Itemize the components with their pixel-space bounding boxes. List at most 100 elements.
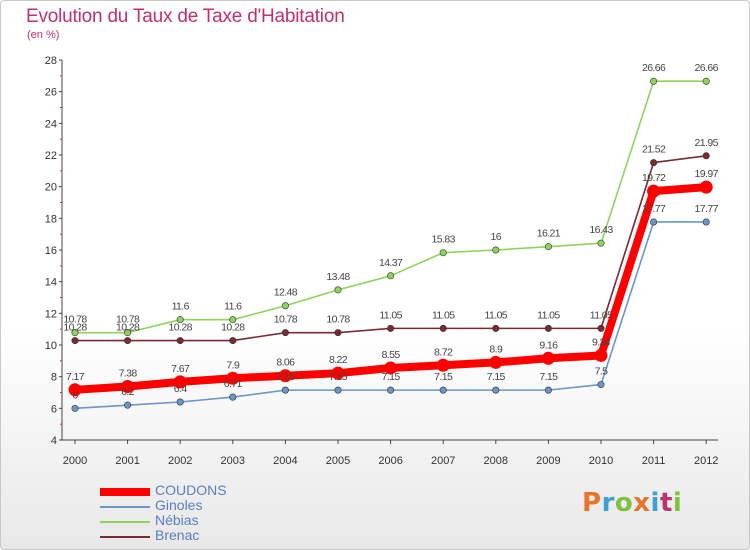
data-point-brenac <box>439 324 447 332</box>
data-label-ginoles: 7.15 <box>434 371 453 383</box>
data-label-coudons: 8.9 <box>489 343 503 355</box>
chart-subtitle: (en %) <box>27 29 60 41</box>
data-point-nebias <box>439 249 447 257</box>
data-label-ginoles: 6 <box>72 389 78 401</box>
data-point-nebias <box>124 329 132 337</box>
logo-letter: P <box>582 488 602 518</box>
data-point-nebias <box>176 316 184 324</box>
x-tick-label: 2009 <box>536 455 560 467</box>
legend-swatch-brenac <box>100 536 150 538</box>
logo-letter: i <box>672 488 683 518</box>
data-point-ginoles <box>439 386 447 394</box>
data-point-ginoles <box>597 381 605 389</box>
legend-label-ginoles: Ginoles <box>155 497 203 513</box>
legend-swatch-coudons <box>100 488 150 496</box>
data-label-ginoles: 7.15 <box>276 371 295 383</box>
data-point-nebias <box>544 243 552 251</box>
data-label-ginoles: 6.71 <box>224 378 243 390</box>
data-label-coudons: 19.97 <box>695 168 719 180</box>
data-point-coudons <box>384 361 398 375</box>
y-tick-label: 16 <box>45 245 57 257</box>
data-label-coudons: 8.55 <box>382 349 401 361</box>
logo-letter: r <box>601 488 615 518</box>
data-point-ginoles <box>544 386 552 394</box>
data-point-brenac <box>229 337 237 345</box>
legend-swatch-nebias <box>100 521 150 523</box>
x-tick-label: 2001 <box>115 455 139 467</box>
y-tick-label: 4 <box>51 435 57 447</box>
data-point-nebias <box>229 316 237 324</box>
legend-label-brenac: Brenac <box>155 527 200 543</box>
legend-label-coudons: COUDONS <box>155 482 227 498</box>
x-tick-label: 2004 <box>273 455 297 467</box>
data-label-coudons: 8.06 <box>276 357 295 369</box>
x-tick-label: 2011 <box>642 455 666 467</box>
y-tick-label: 28 <box>45 55 57 67</box>
data-label-coudons: 9.16 <box>539 339 558 351</box>
data-point-nebias <box>650 77 658 85</box>
y-tick-label: 10 <box>45 340 57 352</box>
data-point-brenac <box>281 329 289 337</box>
chart-title: Evolution du Taux de Taxe d'Habitation <box>26 6 345 27</box>
x-tick-label: 2006 <box>378 455 402 467</box>
data-label-brenac: 10.78 <box>274 314 298 326</box>
x-tick-label: 2003 <box>221 455 245 467</box>
data-point-coudons <box>68 383 82 397</box>
data-label-coudons: 8.72 <box>434 346 453 358</box>
data-label-ginoles: 17.77 <box>695 203 719 215</box>
data-point-ginoles <box>334 386 342 394</box>
data-label-brenac: 10.28 <box>116 322 140 334</box>
data-label-ginoles: 7.15 <box>539 371 558 383</box>
data-label-coudons: 7.9 <box>226 359 240 371</box>
data-label-nebias: 10.78 <box>63 314 87 326</box>
data-label-brenac: 10.78 <box>326 314 350 326</box>
data-point-ginoles <box>492 386 500 394</box>
data-label-nebias: 11.6 <box>172 301 190 313</box>
data-label-brenac: 11.05 <box>537 309 560 321</box>
chart-series <box>68 77 713 412</box>
data-label-ginoles: 17.77 <box>642 203 666 215</box>
data-point-nebias <box>387 272 395 280</box>
data-label-brenac: 10.28 <box>63 322 87 334</box>
data-point-coudons <box>647 184 661 198</box>
data-label-brenac: 11.05 <box>590 309 613 321</box>
data-point-ginoles <box>71 404 79 412</box>
data-point-coudons <box>489 355 503 369</box>
data-label-brenac: 21.52 <box>642 144 666 156</box>
data-point-brenac <box>702 152 710 160</box>
y-tick-label: 12 <box>45 308 57 320</box>
data-label-coudons: 8.22 <box>329 354 348 366</box>
data-point-coudons <box>541 351 555 365</box>
data-label-ginoles: 7.15 <box>382 371 401 383</box>
logo-letter: o <box>614 488 634 518</box>
x-tick-label: 2012 <box>694 455 718 467</box>
x-tick-label: 2002 <box>168 455 192 467</box>
data-label-nebias: 14.37 <box>379 257 403 269</box>
data-label-coudons: 9.34 <box>592 336 611 348</box>
data-point-ginoles <box>702 218 710 226</box>
data-point-brenac <box>492 324 500 332</box>
data-point-coudons <box>121 379 135 393</box>
logo-letter: t <box>659 488 673 518</box>
data-label-brenac: 11.05 <box>432 309 455 321</box>
y-tick-label: 20 <box>45 182 57 194</box>
data-point-ginoles <box>387 386 395 394</box>
legend-label-nebias: Nébias <box>155 512 199 528</box>
data-point-brenac <box>334 329 342 337</box>
data-point-coudons <box>331 366 345 380</box>
legend-swatch-ginoles <box>100 506 150 508</box>
data-point-ginoles <box>281 386 289 394</box>
data-label-brenac: 11.05 <box>379 309 402 321</box>
data-label-coudons: 7.17 <box>66 371 85 383</box>
data-label-brenac: 10.28 <box>221 322 245 334</box>
data-point-coudons <box>594 348 608 362</box>
data-point-nebias <box>334 286 342 294</box>
data-point-brenac <box>544 324 552 332</box>
data-point-nebias <box>492 246 500 254</box>
data-point-ginoles <box>650 218 658 226</box>
data-label-brenac: 21.95 <box>695 137 719 149</box>
chart-axes: 4 6 8 10 12 14 16 18 20 22 24 26 28 2000 2001 2002 2003 2… <box>45 55 719 467</box>
data-point-brenac <box>124 337 132 345</box>
y-tick-label: 18 <box>45 213 57 225</box>
